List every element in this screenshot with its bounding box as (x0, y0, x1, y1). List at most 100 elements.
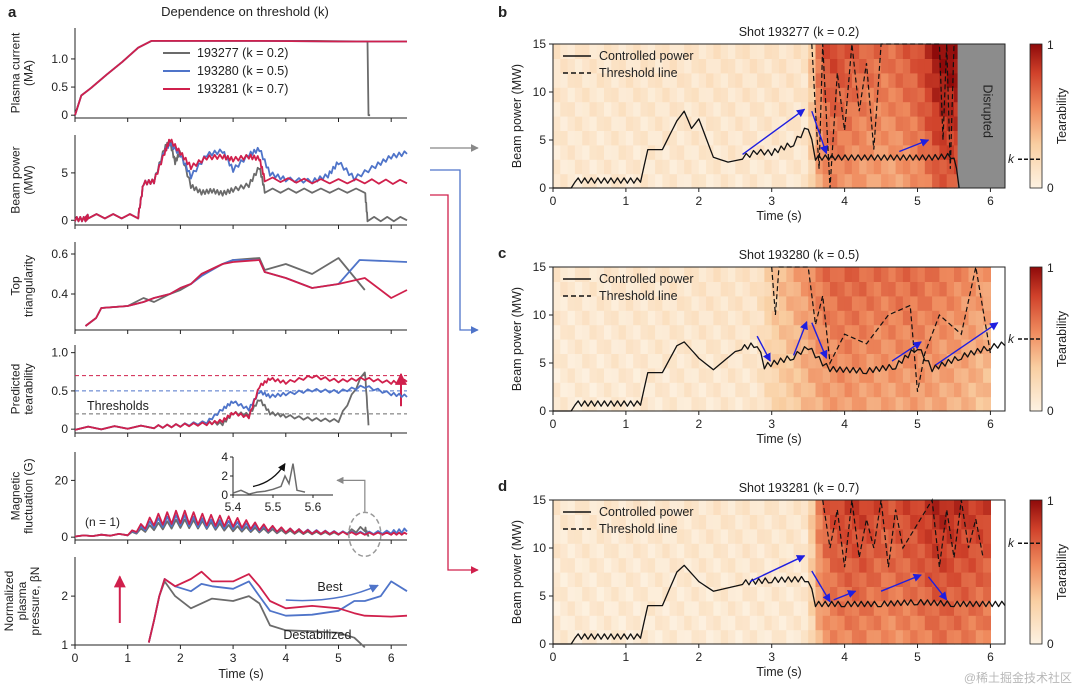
heatmap-cell (691, 144, 700, 160)
heatmap-cell (589, 44, 598, 59)
heatmap-cell (924, 367, 933, 383)
heatmap-cell (881, 339, 889, 354)
heatmap-cell (822, 514, 831, 530)
heatmap-cell (676, 557, 685, 573)
controlled-power-line (553, 110, 960, 189)
heatmap-cell (793, 353, 802, 369)
heatmap-cell (706, 557, 714, 573)
heatmap-cell (647, 528, 656, 544)
heatmap-cell (757, 514, 765, 530)
heatmap-cell (742, 44, 751, 59)
heatmap-cell (924, 72, 933, 88)
heatmap-cell (676, 144, 685, 160)
heatmap-cell (633, 353, 642, 369)
heatmap-cell (779, 130, 787, 146)
thresholds-label: Thresholds (87, 399, 149, 413)
heatmap-cell (691, 159, 700, 175)
heatmap-cell (735, 353, 744, 369)
heatmap-cell (735, 267, 744, 282)
heatmap-cell (720, 310, 729, 326)
heatmap-cell (939, 557, 948, 573)
heatmap-cell (684, 310, 693, 326)
heatmap-cell (757, 557, 765, 573)
heatmap-cell (596, 130, 605, 146)
heatmap-cell (604, 310, 612, 326)
heatmap-cell (808, 267, 817, 282)
heatmap-cell (720, 159, 729, 175)
heatmap-cell (888, 101, 897, 117)
heatmap-cell (574, 281, 583, 297)
heatmap-cell (655, 572, 663, 587)
x-tick-label: 2 (177, 651, 184, 665)
heatmap-cell (633, 367, 642, 383)
heatmap-cell (640, 514, 649, 530)
heatmap-cell (625, 396, 634, 412)
heatmap-cell (786, 557, 795, 573)
heatmap-cell (655, 87, 663, 103)
heatmap-cell (662, 600, 671, 616)
heatmap-cell (633, 130, 642, 146)
heatmap-cell (793, 528, 802, 544)
heatmap-cell (611, 295, 620, 311)
heatmap-cell (596, 528, 605, 544)
heatmap-cell (983, 353, 991, 369)
heatmap-cell (691, 281, 700, 297)
heatmap-cell (902, 615, 911, 631)
x-tick-label: 4 (282, 651, 289, 665)
heatmap-cell (779, 173, 787, 189)
heatmap-cell (793, 44, 802, 59)
x-tick-label: 6 (388, 651, 395, 665)
heatmap-cell (574, 557, 583, 573)
heatmap-cell (859, 500, 868, 515)
heatmap-cell (866, 72, 875, 88)
heatmap-cell (837, 396, 846, 412)
heatmap-cell (640, 543, 649, 559)
heatmap-cell (910, 543, 919, 559)
heatmap-cell (625, 615, 634, 631)
heatmap-cell (604, 514, 612, 530)
heatmap-cell (684, 586, 693, 602)
heatmap-cell (567, 295, 576, 311)
heatmap-cell (764, 87, 773, 103)
heatmap-cell (676, 44, 685, 59)
heatmap-cell (596, 396, 605, 412)
heatmap-cell (662, 586, 671, 602)
heatmap-cell (735, 528, 744, 544)
heatmap-cell (968, 310, 977, 326)
heatmap-cell (604, 339, 612, 354)
heatmap-cell (567, 339, 576, 354)
heatmap-cell (713, 572, 722, 587)
heatmap-cell (873, 101, 882, 117)
heatmap-cell (735, 543, 744, 559)
heatmap-cell (574, 543, 583, 559)
heatmap-cell (917, 367, 926, 383)
legend-label-threshold: Threshold line (599, 522, 678, 536)
heatmap-cell (866, 600, 875, 616)
heatmap-cell (954, 295, 962, 311)
heatmap-cell (793, 310, 802, 326)
heatmap-cell (698, 557, 707, 573)
heatmap-cell (779, 629, 787, 645)
heatmap-cell (574, 500, 583, 515)
heatmap-cell (676, 324, 685, 340)
heatmap-cell (728, 572, 736, 587)
heatmap-cell (691, 586, 700, 602)
colorbar (1029, 43, 1043, 189)
colorbar (1029, 499, 1043, 645)
heatmap-cell (851, 324, 860, 340)
heatmap-cell (902, 396, 911, 412)
heatmap-cell (859, 367, 868, 383)
heatmap-cell (749, 500, 758, 515)
heatmap-cell (735, 72, 744, 88)
heatmap-cell (655, 600, 663, 616)
heatmap-cell (830, 281, 838, 297)
heatmap-cell (800, 382, 809, 398)
y-tick-label: 1 (61, 638, 68, 652)
heatmap-cell (625, 144, 634, 160)
heatmap-cell (939, 514, 948, 530)
heatmap-cell (757, 116, 765, 131)
heatmap-cell (574, 58, 583, 74)
heatmap-cell (662, 557, 671, 573)
heatmap-cell (567, 367, 576, 383)
heatmap-cell (560, 500, 569, 515)
